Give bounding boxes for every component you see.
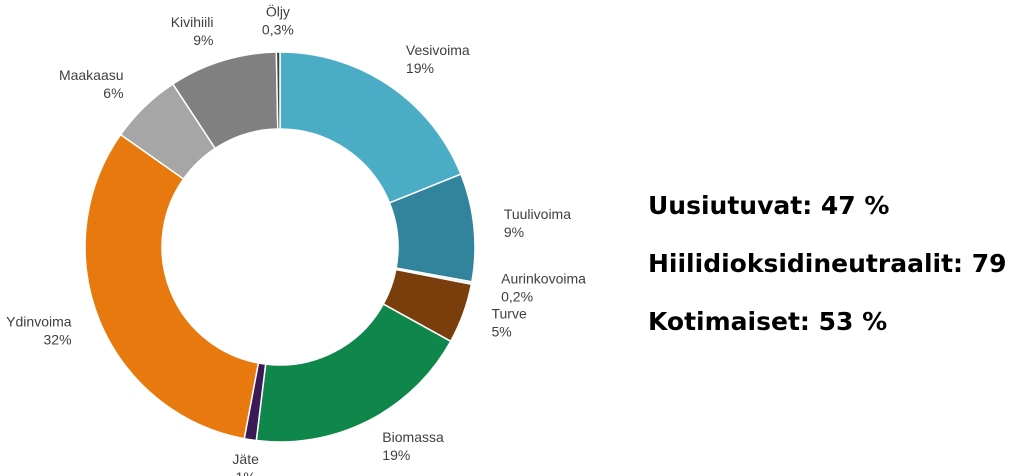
slice-label: Kivihiili xyxy=(171,14,214,30)
annotation: Kotimaiset: 53 % xyxy=(648,307,887,336)
slice-label: Ydinvoima xyxy=(6,313,72,329)
value-label: 9% xyxy=(193,32,213,48)
annotation: Hiilidioksidineutraalit: 79 % xyxy=(648,249,1014,278)
value-label: 19% xyxy=(406,60,434,76)
slice-label: Tuulivoima xyxy=(504,206,571,222)
value-label: 0,3% xyxy=(262,22,294,38)
value-label: 19% xyxy=(382,447,410,463)
slice-label: Öljy xyxy=(266,3,290,20)
value-label: 6% xyxy=(103,85,123,101)
slice-label: Jäte xyxy=(232,451,259,467)
value-label: 1% xyxy=(236,469,256,476)
value-label: 9% xyxy=(504,224,524,240)
slice-label: Vesivoima xyxy=(406,42,470,58)
slice-label: Maakaasu xyxy=(59,67,124,83)
annotation: Uusiutuvat: 47 % xyxy=(648,191,889,220)
slice-label: Biomassa xyxy=(382,429,444,445)
value-label: 32% xyxy=(44,331,72,347)
value-label: 0,2% xyxy=(501,288,533,304)
slice xyxy=(255,303,452,443)
slice-label: Aurinkovoima xyxy=(501,270,586,286)
slice xyxy=(84,133,260,440)
slice-label: Turve xyxy=(491,306,526,322)
value-label: 5% xyxy=(491,324,511,340)
slice xyxy=(275,51,281,130)
